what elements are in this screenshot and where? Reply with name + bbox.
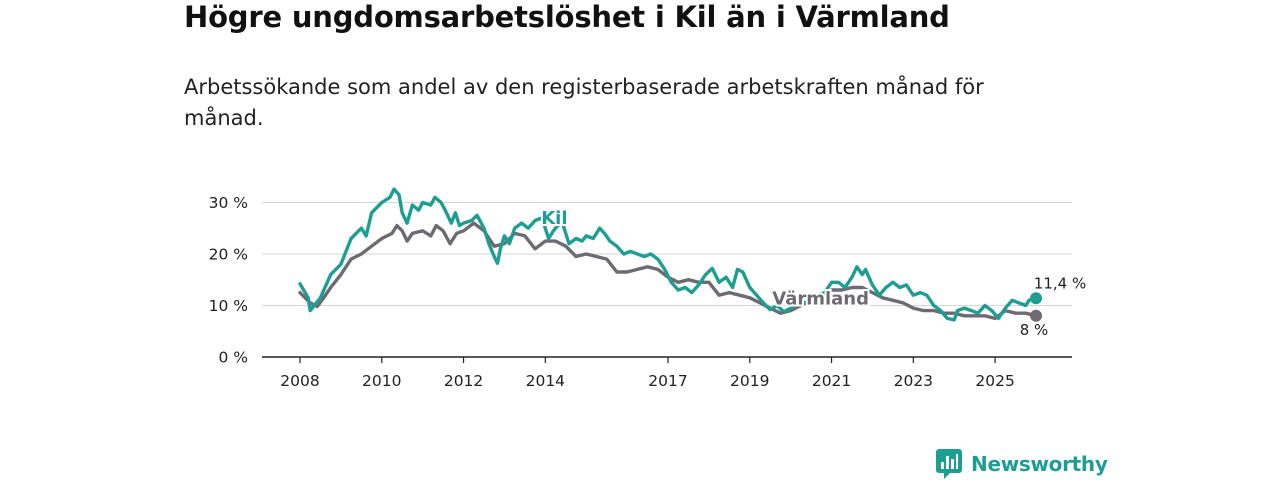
series-label-kil: Kil (541, 208, 567, 229)
x-tick-label: 2012 (444, 372, 483, 390)
x-tick-label: 2008 (280, 372, 319, 390)
y-tick-label: 20 % (209, 245, 248, 263)
x-tick-label: 2021 (812, 372, 851, 390)
x-axis-ticks: 2008 2010 2012 2014 2017 2019 2021 2023 2025 (280, 357, 1015, 390)
x-tick-label: 2017 (648, 372, 687, 390)
brand-name: Newsworthy (971, 452, 1108, 476)
end-value-label-kil: 11,4 % (1034, 274, 1086, 292)
y-tick-label: 30 % (209, 194, 248, 212)
series-label-varmland: Värmland (772, 288, 869, 309)
chart-title: Högre ungdomsarbetslöshet i Kil än i Vär… (184, 0, 950, 34)
y-axis-ticks: 0 % 10 % 20 % 30 % (209, 194, 248, 367)
series-line-kil (298, 187, 1038, 322)
x-tick-label: 2025 (975, 372, 1014, 390)
y-tick-label: 10 % (209, 297, 248, 315)
x-tick-label: 2014 (526, 372, 565, 390)
end-marker-varmland (1030, 309, 1042, 322)
end-marker-kil (1030, 292, 1042, 305)
x-tick-label: 2023 (894, 372, 933, 390)
series-lines (298, 187, 1042, 322)
end-value-label-varmland: 8 % (1020, 321, 1049, 339)
x-tick-label: 2019 (730, 372, 769, 390)
series-labels: Kil Värmland 11,4 % 8 % (539, 206, 1087, 340)
series-line-varmland (298, 221, 1038, 321)
gridlines (262, 201, 1072, 358)
line-chart: 0 % 10 % 20 % 30 % 2008 2010 2012 2014 2017 2019… (209, 187, 1088, 390)
chart-subtitle: Arbetssökande som andel av den registerb… (184, 75, 984, 130)
newsworthy-brand: Newsworthy (936, 448, 1108, 480)
x-tick-label: 2010 (362, 372, 401, 390)
newsworthy-logo-icon (936, 449, 962, 479)
y-tick-label: 0 % (218, 349, 248, 367)
